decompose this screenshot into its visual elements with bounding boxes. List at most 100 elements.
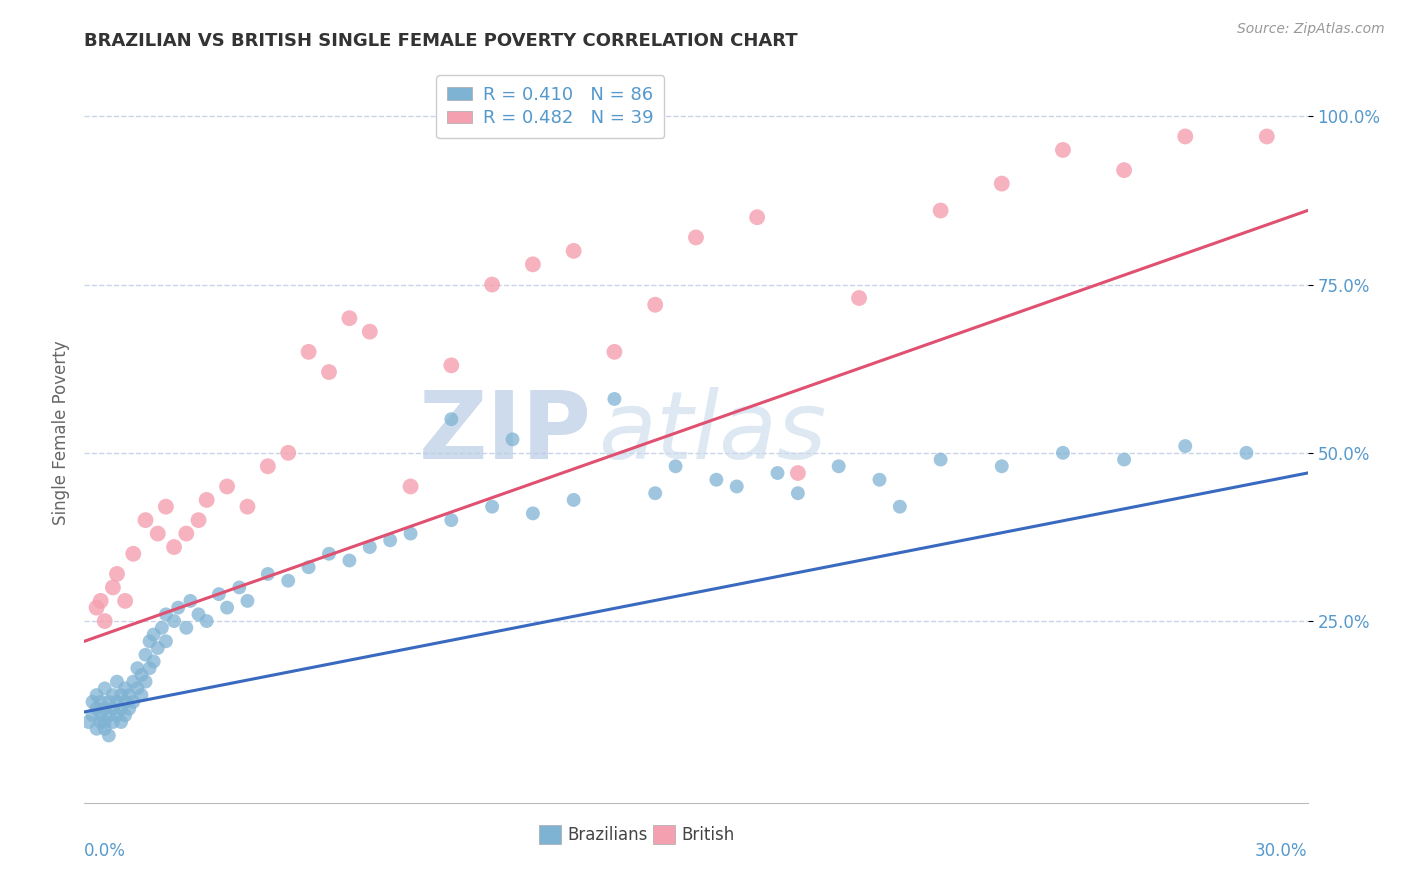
Point <box>146 640 169 655</box>
Point <box>359 540 381 554</box>
Point <box>114 695 136 709</box>
Point <box>502 433 524 447</box>
Point <box>195 614 218 628</box>
Point <box>787 486 810 500</box>
Point <box>217 600 239 615</box>
Point <box>86 722 108 736</box>
Point <box>122 695 145 709</box>
Point <box>127 681 149 696</box>
Point <box>1114 452 1136 467</box>
Point <box>122 547 145 561</box>
Text: 0.0%: 0.0% <box>84 842 127 860</box>
Text: 30.0%: 30.0% <box>1256 842 1308 860</box>
Point <box>138 634 160 648</box>
Point <box>869 473 891 487</box>
Bar <box>654 825 675 844</box>
Point <box>187 513 209 527</box>
Point <box>481 277 503 292</box>
Point <box>131 668 153 682</box>
Point <box>163 540 186 554</box>
Point <box>440 359 463 373</box>
Point <box>359 325 381 339</box>
Point <box>195 492 218 507</box>
Point <box>138 661 160 675</box>
Y-axis label: Single Female Poverty: Single Female Poverty <box>52 341 70 524</box>
Point <box>208 587 231 601</box>
Point <box>562 244 585 258</box>
Point <box>787 466 810 480</box>
Point <box>440 513 463 527</box>
Point <box>118 701 141 715</box>
Point <box>163 614 186 628</box>
Point <box>1114 163 1136 178</box>
Point <box>277 446 299 460</box>
Point <box>481 500 503 514</box>
Text: Brazilians: Brazilians <box>568 826 648 844</box>
Point <box>318 547 340 561</box>
Point <box>318 365 340 379</box>
Point <box>747 211 769 225</box>
Point <box>828 459 851 474</box>
Point <box>93 714 115 729</box>
Point <box>1052 143 1074 157</box>
Point <box>90 714 112 729</box>
Point <box>174 621 197 635</box>
Point <box>135 648 157 662</box>
Text: ZIP: ZIP <box>419 386 592 479</box>
Point <box>399 526 422 541</box>
Text: BRAZILIAN VS BRITISH SINGLE FEMALE POVERTY CORRELATION CHART: BRAZILIAN VS BRITISH SINGLE FEMALE POVER… <box>84 32 799 50</box>
Point <box>522 257 544 271</box>
Point <box>155 607 177 622</box>
Point <box>929 203 952 218</box>
Point <box>155 500 177 514</box>
Point <box>90 708 112 723</box>
Point <box>90 695 112 709</box>
Point <box>562 492 585 507</box>
Point <box>127 661 149 675</box>
Point <box>86 701 108 715</box>
Point <box>440 412 463 426</box>
Point <box>82 695 104 709</box>
Point <box>706 473 728 487</box>
Point <box>110 714 132 729</box>
Text: atlas: atlas <box>598 387 827 478</box>
Point <box>298 344 321 359</box>
Point <box>1052 446 1074 460</box>
Point <box>399 479 422 493</box>
Point <box>991 459 1014 474</box>
Point <box>257 566 280 581</box>
Bar <box>540 825 561 844</box>
Point <box>603 344 626 359</box>
Point <box>110 701 132 715</box>
Point <box>93 722 115 736</box>
Point <box>603 392 626 406</box>
Point <box>105 674 128 689</box>
Point <box>135 674 157 689</box>
Point <box>101 688 124 702</box>
Point <box>889 500 911 514</box>
Point <box>991 177 1014 191</box>
Point <box>644 486 666 500</box>
Point <box>131 688 153 702</box>
Point <box>174 526 197 541</box>
Point <box>1174 439 1197 453</box>
Point <box>142 655 165 669</box>
Point <box>522 507 544 521</box>
Point <box>122 674 145 689</box>
Point <box>179 594 201 608</box>
Point <box>685 230 707 244</box>
Point <box>114 708 136 723</box>
Point <box>93 614 115 628</box>
Point <box>97 729 120 743</box>
Point <box>101 581 124 595</box>
Point <box>150 621 173 635</box>
Point <box>101 701 124 715</box>
Point <box>167 600 190 615</box>
Point <box>339 311 361 326</box>
Point <box>86 600 108 615</box>
Point <box>110 688 132 702</box>
Point <box>339 553 361 567</box>
Point <box>82 708 104 723</box>
Point <box>142 627 165 641</box>
Point <box>77 714 100 729</box>
